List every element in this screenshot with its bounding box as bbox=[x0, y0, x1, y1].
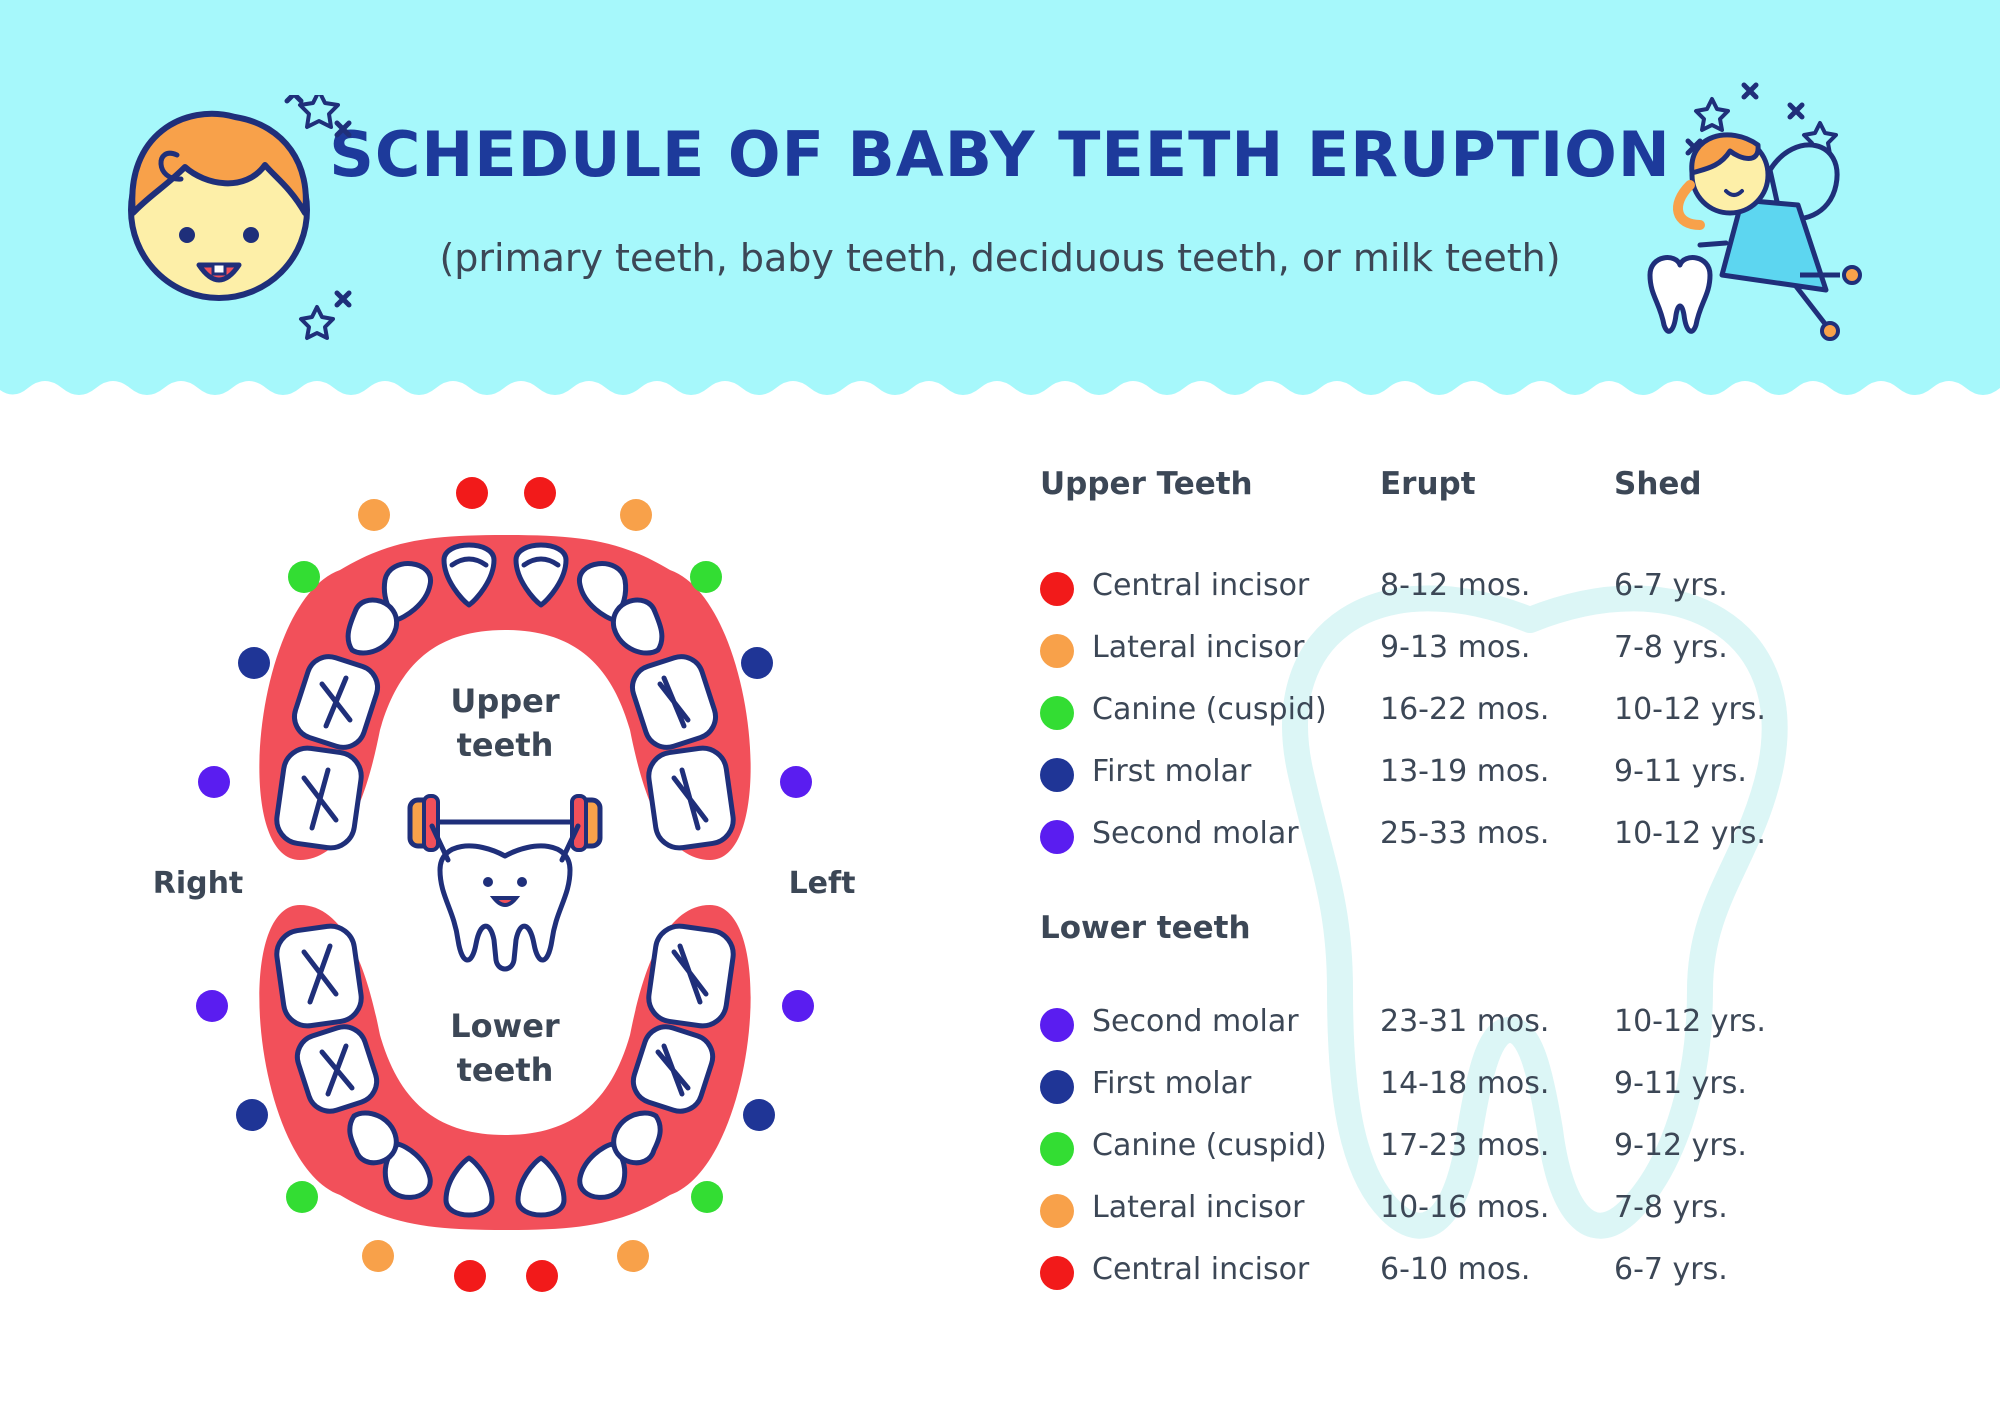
upper-second-molar-left-dot bbox=[780, 766, 812, 798]
upper-central-incisor-dot bbox=[1040, 572, 1074, 606]
baby-face-icon bbox=[128, 95, 352, 340]
lower-central-incisor-left-tooth bbox=[515, 1155, 567, 1218]
upper-canine-right-tooth bbox=[345, 597, 399, 656]
lower-lateral-incisor-dot bbox=[1040, 1194, 1074, 1228]
tooth-name: Second molar bbox=[1092, 1004, 1299, 1039]
table-row: Second molar 25-33 mos. 10-12 yrs. bbox=[1040, 812, 1920, 862]
lower-lateral-incisor-right-dot bbox=[362, 1240, 394, 1272]
upper-teeth-header: Upper Teeth bbox=[1040, 466, 1253, 502]
table-row: First molar 14-18 mos. 9-11 yrs. bbox=[1040, 1062, 1920, 1112]
lower-teeth-label-line1: Lower bbox=[450, 1007, 560, 1045]
erupt-value: 14-18 mos. bbox=[1380, 1066, 1550, 1101]
upper-second-molar-right-dot bbox=[198, 766, 230, 798]
table-row: Canine (cuspid) 16-22 mos. 10-12 yrs. bbox=[1040, 688, 1920, 738]
tooth-name: First molar bbox=[1092, 1066, 1252, 1101]
upper-lateral-incisor-dot bbox=[1040, 634, 1074, 668]
lower-second-molar-dot bbox=[1040, 1008, 1074, 1042]
erupt-value: 16-22 mos. bbox=[1380, 692, 1550, 727]
side-right-label: Right bbox=[153, 866, 244, 901]
tooth-name: Canine (cuspid) bbox=[1092, 692, 1327, 727]
lower-teeth-label-line2: teeth bbox=[457, 1051, 554, 1089]
table-row: Central incisor 8-12 mos. 6-7 yrs. bbox=[1040, 564, 1920, 614]
erupt-value: 8-12 mos. bbox=[1380, 568, 1531, 603]
shed-value: 7-8 yrs. bbox=[1614, 630, 1728, 665]
lower-canine-right-dot bbox=[286, 1181, 318, 1213]
shed-value: 10-12 yrs. bbox=[1614, 692, 1766, 727]
lower-central-incisor-dot bbox=[1040, 1256, 1074, 1290]
tooth-name: Lateral incisor bbox=[1092, 1190, 1305, 1225]
page-title: SCHEDULE OF BABY TEETH ERUPTION bbox=[329, 118, 1671, 191]
erupt-value: 25-33 mos. bbox=[1380, 816, 1550, 851]
upper-first-molar-left-dot bbox=[741, 647, 773, 679]
upper-canine-left-dot bbox=[690, 561, 722, 593]
shed-value: 6-7 yrs. bbox=[1614, 1252, 1728, 1287]
lower-first-molar-dot bbox=[1040, 1070, 1074, 1104]
upper-lateral-incisor-left-dot bbox=[620, 499, 652, 531]
side-left-label: Left bbox=[789, 866, 856, 901]
erupt-value: 9-13 mos. bbox=[1380, 630, 1531, 665]
table-row: First molar 13-19 mos. 9-11 yrs. bbox=[1040, 750, 1920, 800]
upper-first-molar-right-dot bbox=[238, 647, 270, 679]
lower-first-molar-right-dot bbox=[236, 1099, 268, 1131]
mascot-tooth-icon bbox=[407, 794, 603, 972]
lower-second-molar-right-dot bbox=[196, 990, 228, 1022]
upper-second-molar-dot bbox=[1040, 820, 1074, 854]
tooth-name: Central incisor bbox=[1092, 1252, 1310, 1287]
upper-lateral-incisor-right-dot bbox=[358, 499, 390, 531]
table-row: Canine (cuspid) 17-23 mos. 9-12 yrs. bbox=[1040, 1124, 1920, 1174]
upper-central-incisor-left-dot bbox=[524, 477, 556, 509]
tooth-name: First molar bbox=[1092, 754, 1252, 789]
lower-lateral-incisor-left-dot bbox=[617, 1240, 649, 1272]
erupt-value: 6-10 mos. bbox=[1380, 1252, 1531, 1287]
shed-value: 9-11 yrs. bbox=[1614, 1066, 1747, 1101]
tooth-name: Canine (cuspid) bbox=[1092, 1128, 1327, 1163]
lower-canine-left-tooth bbox=[611, 1110, 663, 1166]
shed-value: 9-12 yrs. bbox=[1614, 1128, 1747, 1163]
tooth-name: Second molar bbox=[1092, 816, 1299, 851]
upper-teeth-label-line2: teeth bbox=[457, 726, 554, 764]
lower-canine-right-tooth bbox=[347, 1110, 399, 1166]
upper-canine-right-dot bbox=[288, 561, 320, 593]
lower-canine-dot bbox=[1040, 1132, 1074, 1166]
table-row: Lateral incisor 10-16 mos. 7-8 yrs. bbox=[1040, 1186, 1920, 1236]
shed-value: 9-11 yrs. bbox=[1614, 754, 1747, 789]
erupt-value: 17-23 mos. bbox=[1380, 1128, 1550, 1163]
erupt-value: 23-31 mos. bbox=[1380, 1004, 1550, 1039]
lower-first-molar-left-dot bbox=[743, 1099, 775, 1131]
upper-teeth-label-line1: Upper bbox=[450, 682, 560, 720]
upper-canine-dot bbox=[1040, 696, 1074, 730]
shed-column-header: Shed bbox=[1614, 466, 1702, 502]
page-subtitle: (primary teeth, baby teeth, deciduous te… bbox=[439, 236, 1561, 280]
lower-second-molar-left-dot bbox=[782, 990, 814, 1022]
teeth-diagram: Upper teeth Lower teeth Right Left bbox=[153, 477, 856, 1292]
tooth-name: Lateral incisor bbox=[1092, 630, 1305, 665]
lower-central-incisor-right-dot bbox=[454, 1260, 486, 1292]
tooth-watermark-icon bbox=[1282, 585, 1788, 1239]
table-row: Lateral incisor 9-13 mos. 7-8 yrs. bbox=[1040, 626, 1920, 676]
tooth-name: Central incisor bbox=[1092, 568, 1310, 603]
lower-teeth-header: Lower teeth bbox=[1040, 910, 1251, 946]
erupt-value: 13-19 mos. bbox=[1380, 754, 1550, 789]
tooth-fairy-icon bbox=[1647, 82, 1862, 341]
upper-canine-left-tooth bbox=[611, 597, 665, 656]
lower-canine-left-dot bbox=[691, 1181, 723, 1213]
shed-value: 7-8 yrs. bbox=[1614, 1190, 1728, 1225]
shed-value: 6-7 yrs. bbox=[1614, 568, 1728, 603]
table-row: Second molar 23-31 mos. 10-12 yrs. bbox=[1040, 1000, 1920, 1050]
lower-central-incisor-left-dot bbox=[526, 1260, 558, 1292]
shed-value: 10-12 yrs. bbox=[1614, 816, 1766, 851]
header-band bbox=[0, 0, 2000, 395]
table-row: Central incisor 6-10 mos. 6-7 yrs. bbox=[1040, 1248, 1920, 1298]
upper-central-incisor-right-dot bbox=[456, 477, 488, 509]
lower-central-incisor-right-tooth bbox=[443, 1155, 495, 1218]
erupt-column-header: Erupt bbox=[1380, 466, 1476, 502]
shed-value: 10-12 yrs. bbox=[1614, 1004, 1766, 1039]
upper-first-molar-dot bbox=[1040, 758, 1074, 792]
erupt-value: 10-16 mos. bbox=[1380, 1190, 1550, 1225]
